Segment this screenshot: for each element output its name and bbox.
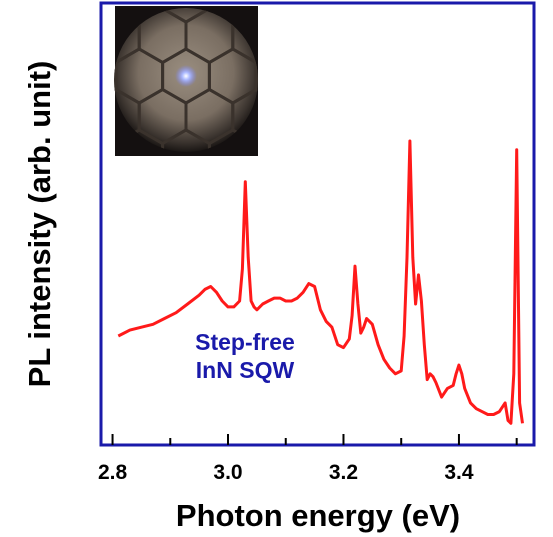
- hex-mesa-icon: [303, 49, 350, 103]
- x-axis-title: Photon energy (eV): [176, 498, 460, 533]
- hex-mesa-icon: [326, 171, 373, 225]
- hex-mesa-icon: [254, 47, 258, 105]
- hex-mesa-icon: [233, 171, 280, 225]
- luminescence-spot-icon: [175, 65, 197, 87]
- x-tick-label: 2.8: [98, 461, 128, 484]
- pl-spectrum-line: [117, 139, 524, 425]
- hex-mesa-icon: [303, 130, 350, 184]
- hex-mesa-icon: [280, 90, 327, 144]
- hex-mesa-icon: [139, 171, 186, 225]
- annotation-line-1: Step-free: [195, 329, 295, 355]
- x-tick-label: 3.2: [329, 461, 358, 484]
- hex-mesa-icon: [22, 0, 69, 22]
- hex-mesa-icon: [114, 47, 118, 105]
- y-axis-title: PL intensity (arb. unit): [22, 61, 57, 388]
- hex-mesa-icon: [186, 171, 233, 225]
- plot-frame: [99, 1, 536, 447]
- x-tick-label: 3.4: [444, 461, 474, 484]
- hex-mesa-icon: [280, 171, 327, 225]
- x-axis-tick-labels: 2.8 3.0 3.2 3.4: [98, 461, 474, 484]
- hex-mesa-icon: [46, 9, 93, 63]
- x-tick-label: 3.0: [213, 461, 242, 484]
- hex-mesa-icon: [280, 9, 327, 63]
- hex-mesa-icon: [326, 9, 373, 63]
- hex-mesa-icon: [326, 90, 373, 144]
- x-axis-ticks: [111, 434, 518, 445]
- annotation-line-2: InN SQW: [196, 357, 295, 383]
- hex-mesa-icon: [114, 128, 118, 152]
- hex-mesa-icon: [254, 128, 258, 152]
- inset-micrograph: [22, 0, 373, 225]
